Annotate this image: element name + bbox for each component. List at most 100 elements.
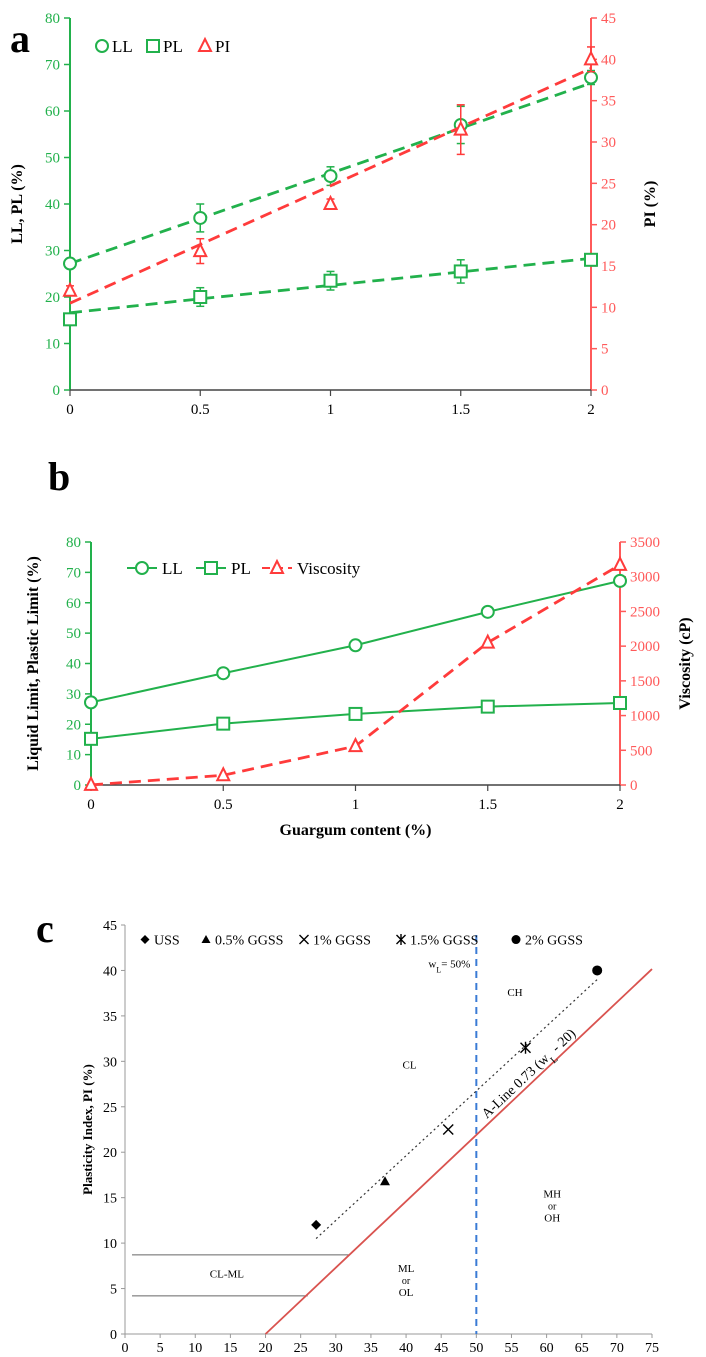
legend-marker <box>204 561 218 575</box>
y-tick-label-left: 0 <box>74 778 82 794</box>
x-tick-label: 1.5 <box>478 797 497 813</box>
y-tick-label-right: 3000 <box>630 570 660 586</box>
legend-marker <box>95 39 109 53</box>
legend-label: PL <box>231 559 251 578</box>
label-sub: L <box>548 1053 560 1065</box>
x-tick-label: 1 <box>352 797 360 813</box>
x-tick-label: 55 <box>504 1341 518 1356</box>
data-point <box>453 264 468 279</box>
y-tick-label-right: 1000 <box>630 709 660 725</box>
legend-marker <box>201 935 211 944</box>
zone-label: CH <box>507 987 522 999</box>
y-tick-label-left: 10 <box>66 748 81 764</box>
data-point <box>83 775 99 791</box>
zone-label: OL <box>399 1287 414 1299</box>
data-point <box>480 699 495 714</box>
y-tick-label-left: 50 <box>66 626 81 642</box>
x-tick-label: 1.5 <box>451 402 470 418</box>
y-tick-label: 10 <box>103 1237 117 1252</box>
data-point <box>323 273 338 288</box>
y-tick-label: 15 <box>103 1192 117 1207</box>
chart-b: b 01020304050607080050010001500200025003… <box>25 454 694 839</box>
data-point <box>216 666 231 681</box>
legend-marker <box>135 561 149 575</box>
y-tick-label-left: 50 <box>45 151 60 167</box>
y-tick-label: 30 <box>103 1055 117 1070</box>
x-tick-label: 40 <box>399 1341 413 1356</box>
x-tick-label: 2 <box>616 797 624 813</box>
legend: LL PL Viscosity <box>127 558 361 578</box>
y-tick-label-right: 5 <box>601 342 609 358</box>
data-point <box>480 633 496 649</box>
trend-line <box>315 979 598 1240</box>
series-pl <box>84 695 627 746</box>
series-point <box>520 1041 532 1054</box>
zone-label: MH <box>543 1189 561 1201</box>
x-tick-label: 60 <box>540 1341 554 1356</box>
y-tick-label-right: 45 <box>601 11 616 27</box>
zone-label: or <box>402 1276 411 1287</box>
x-tick-label: 70 <box>610 1341 624 1356</box>
y-axis-label-right: PI (%) <box>642 181 659 228</box>
data-point <box>62 281 78 297</box>
series-pl <box>63 252 598 327</box>
y-tick-label-right: 1500 <box>630 674 660 690</box>
series-ll <box>63 69 598 271</box>
y-tick-label-left: 60 <box>45 104 60 120</box>
y-tick-label-left: 40 <box>66 657 81 673</box>
y-tick-label-right: 30 <box>601 135 616 151</box>
label-sub: L <box>436 965 441 974</box>
series-viscosity <box>83 555 628 791</box>
legend-marker <box>511 935 521 945</box>
data-point <box>216 716 231 731</box>
x-tick-label: 30 <box>329 1341 343 1356</box>
y-axis-label: Plasticity Index, PI (%) <box>80 1064 95 1195</box>
x-tick-label: 0 <box>66 402 74 418</box>
data-point <box>453 120 469 136</box>
trend-line <box>69 67 592 305</box>
data-point <box>442 1124 454 1135</box>
y-tick-label-right: 2500 <box>630 604 660 620</box>
data-point <box>379 1176 390 1186</box>
x-tick-label: 1 <box>327 402 335 418</box>
legend: LL PL PI <box>95 36 230 56</box>
label-tail: = 50% <box>441 959 470 971</box>
x-tick-label: 0.5 <box>214 797 233 813</box>
data-point <box>192 241 208 258</box>
x-tick-label: 15 <box>223 1341 237 1356</box>
y-tick-label-left: 20 <box>45 290 60 306</box>
data-point <box>584 252 598 267</box>
legend: USS 0.5% GGSS 1% GGSS 1.5% GGSS 2% GGSS <box>140 934 583 949</box>
a-line <box>264 968 653 1335</box>
y-tick-label-right: 15 <box>601 259 616 275</box>
y-tick-label: 25 <box>103 1101 117 1116</box>
y-tick-label-left: 80 <box>66 535 81 551</box>
y-tick-label-right: 10 <box>601 300 616 316</box>
legend-marker <box>146 39 160 53</box>
chart-c: c 0 5 10 15 20 25 30 35 40 45 0 5 10 15 20 25 30 35 40 45 50… <box>36 906 659 1356</box>
y-tick-label-right: 3500 <box>630 535 660 551</box>
x-tick-label: 5 <box>157 1341 164 1356</box>
legend-marker <box>269 558 285 574</box>
data-point <box>613 573 627 588</box>
y-tick-label-left: 30 <box>66 687 81 703</box>
data-point <box>193 210 208 225</box>
legend-label: LL <box>112 37 133 56</box>
zone-label: CL <box>403 1060 417 1072</box>
panel-label-c: c <box>36 906 54 951</box>
data-point <box>520 1041 532 1054</box>
legend-marker <box>197 36 213 52</box>
zone-label: CL-ML <box>210 1269 245 1281</box>
legend-marker <box>140 935 150 945</box>
y-tick-label: 5 <box>110 1283 117 1298</box>
series-point <box>442 1124 454 1135</box>
trend-line <box>69 257 592 315</box>
legend-label: PI <box>215 37 230 56</box>
legend-label: Viscosity <box>297 559 361 578</box>
y-axis-label-left: LL, PL (%) <box>9 164 26 244</box>
data-point <box>584 70 598 85</box>
y-tick-label-right: 0 <box>630 778 638 794</box>
series-ll <box>84 573 627 710</box>
y-tick-label-right: 20 <box>601 218 616 234</box>
legend-label: USS <box>154 934 180 949</box>
